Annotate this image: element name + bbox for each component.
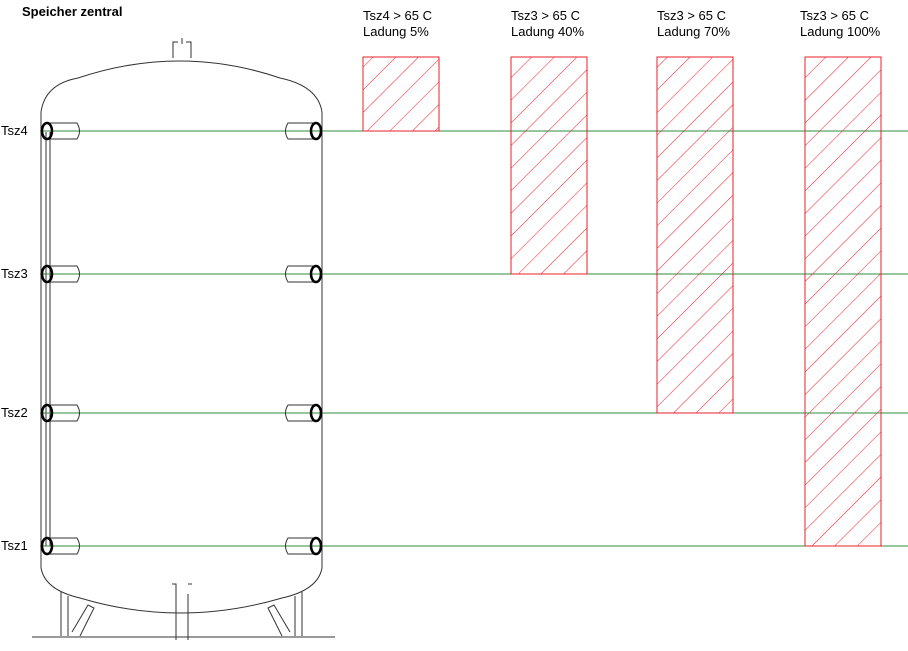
state-charge-level: Ladung 100% xyxy=(800,24,881,39)
tank-top-dome xyxy=(40,60,323,113)
sensor-label-tsz3: Tsz3 xyxy=(1,266,28,281)
nozzle-pair-tsz2 xyxy=(40,403,323,423)
charge-bar-3 xyxy=(656,56,734,414)
tank-nozzles xyxy=(40,121,323,556)
tank-legs xyxy=(32,592,335,638)
nozzle-pair-tsz4 xyxy=(40,121,323,141)
sensor-level-lines xyxy=(40,130,908,547)
state-condition: Tsz3 > 65 C xyxy=(511,8,581,23)
top-connector xyxy=(172,41,192,58)
state-charge-level: Ladung 5% xyxy=(363,24,429,39)
state-header-1: Tsz4 > 65 C Ladung 5% xyxy=(363,8,432,40)
sensor-label-tsz2: Tsz2 xyxy=(1,405,28,420)
tank-bottom-dome xyxy=(40,567,323,614)
state-charge-level: Ladung 70% xyxy=(657,24,731,39)
state-header-2: Tsz3 > 65 C Ladung 40% xyxy=(511,8,584,40)
charge-bar-2 xyxy=(510,56,588,275)
nozzle-pair-tsz3 xyxy=(40,264,323,284)
state-charge-level: Ladung 40% xyxy=(511,24,585,39)
nozzle-pair-tsz1 xyxy=(40,536,323,556)
state-header-4: Tsz3 > 65 C Ladung 100% xyxy=(800,8,880,40)
charge-bar-4 xyxy=(804,56,882,547)
state-condition: Tsz3 > 65 C xyxy=(800,8,870,23)
sensor-label-tsz1: Tsz1 xyxy=(1,538,28,553)
sensor-label-tsz4: Tsz4 xyxy=(1,123,28,138)
state-header-3: Tsz3 > 65 C Ladung 70% xyxy=(657,8,730,40)
state-condition: Tsz3 > 65 C xyxy=(657,8,727,23)
state-condition: Tsz4 > 65 C xyxy=(363,8,433,23)
storage-tank xyxy=(32,38,335,640)
charge-bars xyxy=(362,56,882,547)
diagram-title: Speicher zentral xyxy=(22,4,123,19)
charge-bar-1 xyxy=(362,56,440,132)
bottom-connector xyxy=(172,583,192,640)
